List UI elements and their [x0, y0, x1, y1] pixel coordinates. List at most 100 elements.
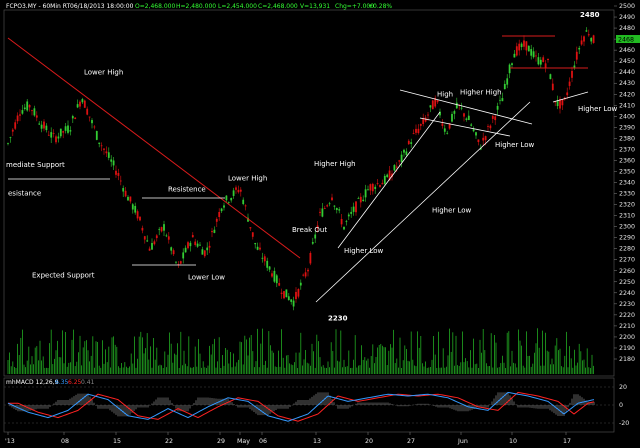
annotation-label: Lower Low	[188, 274, 225, 282]
price-tick-label: 2200	[619, 334, 635, 341]
candle-body	[527, 45, 530, 52]
price-tick-label: 2480	[619, 25, 635, 32]
price-tick-label: 2490	[619, 14, 635, 21]
time-tick-label: May	[237, 438, 250, 445]
price-tick-label: 2440	[619, 69, 635, 76]
candle-body	[187, 242, 189, 249]
macd-tick-label: 20	[619, 384, 627, 391]
candle-body	[331, 197, 333, 201]
candle-body	[299, 282, 302, 286]
signal-line	[8, 391, 595, 422]
candle-body	[223, 205, 225, 208]
uptrend-line-inner	[337, 111, 441, 249]
candle-body	[568, 81, 571, 86]
candle-body	[110, 159, 113, 162]
candle-body	[400, 154, 403, 162]
candle-body	[484, 136, 487, 141]
candle-body	[374, 186, 377, 189]
candle-body	[316, 225, 319, 229]
candle-body	[431, 100, 434, 110]
candle-body	[69, 130, 72, 132]
candle-body	[117, 172, 120, 176]
annotation-label: Higher Low	[432, 206, 472, 214]
candle-body	[266, 260, 269, 268]
candle-body	[129, 196, 132, 202]
candle-body	[309, 252, 312, 264]
candle-body	[201, 249, 204, 255]
candle-body	[9, 137, 12, 139]
candle-body	[239, 189, 242, 192]
candle-body	[227, 202, 230, 204]
price-tick-label: 2360	[619, 157, 635, 164]
candle-body	[172, 250, 175, 255]
candle-body	[573, 65, 576, 69]
candle-body	[367, 189, 369, 191]
candle-body	[261, 257, 264, 259]
candle-body	[74, 117, 77, 120]
candle-body	[158, 229, 161, 231]
candle-body	[254, 243, 257, 245]
candle-body	[71, 116, 74, 119]
candle-body	[352, 206, 355, 212]
time-tick-label: 15	[113, 438, 121, 445]
candle-body	[225, 195, 228, 201]
macd-line	[7, 391, 595, 422]
candle-body	[213, 229, 216, 233]
annotation-label: Higher Low	[578, 105, 618, 113]
candle-body	[583, 36, 585, 42]
price-tick-label: 2450	[619, 58, 635, 65]
candle-body	[57, 136, 60, 139]
candle-body	[371, 183, 374, 192]
candle-body	[191, 235, 194, 238]
macd-title: mhMACD 12,26,9	[6, 379, 59, 386]
candle-body	[407, 140, 410, 145]
candle-body	[103, 148, 105, 150]
header-close: C=2,468.000	[258, 3, 298, 10]
candle-body	[215, 218, 218, 222]
candle-body	[203, 250, 206, 257]
time-tick-label: 13	[313, 438, 321, 445]
candle-body	[196, 243, 199, 247]
candle-body	[182, 252, 185, 259]
candle-body	[122, 188, 125, 192]
candle-body	[453, 111, 456, 114]
candle-body	[170, 247, 173, 251]
candle-body	[439, 111, 441, 116]
candle-body	[163, 224, 165, 231]
macd-value: 6.35	[55, 379, 69, 386]
candle-body	[515, 46, 518, 56]
candle-body	[249, 227, 252, 229]
candle-body	[208, 245, 211, 248]
annotation-label: 2230	[328, 314, 348, 322]
header-low: L=2,454.000	[218, 3, 257, 10]
candle-body	[587, 34, 590, 36]
price-tick-label: 2430	[619, 80, 635, 87]
candle-body	[112, 160, 115, 166]
price-tick-label: 2230	[619, 301, 635, 308]
candle-body	[460, 107, 463, 109]
price-tick-label: 2350	[619, 168, 635, 175]
candle-body	[91, 120, 93, 124]
candle-body	[523, 40, 525, 47]
time-tick-label: 29	[217, 438, 225, 445]
candle-body	[369, 184, 372, 191]
candle-body	[302, 274, 305, 276]
candle-body	[119, 180, 122, 182]
candle-body	[184, 247, 187, 253]
last-price-label: 2468	[618, 37, 634, 44]
candle-body	[355, 201, 357, 213]
candle-body	[148, 248, 151, 251]
candle-body	[535, 55, 537, 57]
candle-body	[592, 35, 595, 43]
candle-body	[326, 205, 329, 207]
candle-body	[376, 183, 379, 184]
candle-body	[33, 108, 36, 116]
candle-body	[230, 198, 233, 201]
candle-body	[88, 116, 91, 118]
candle-body	[424, 117, 427, 122]
candle-body	[405, 151, 408, 155]
candle-body	[55, 136, 57, 143]
candle-body	[566, 92, 569, 96]
candle-body	[194, 241, 197, 245]
candle-body	[417, 128, 420, 134]
